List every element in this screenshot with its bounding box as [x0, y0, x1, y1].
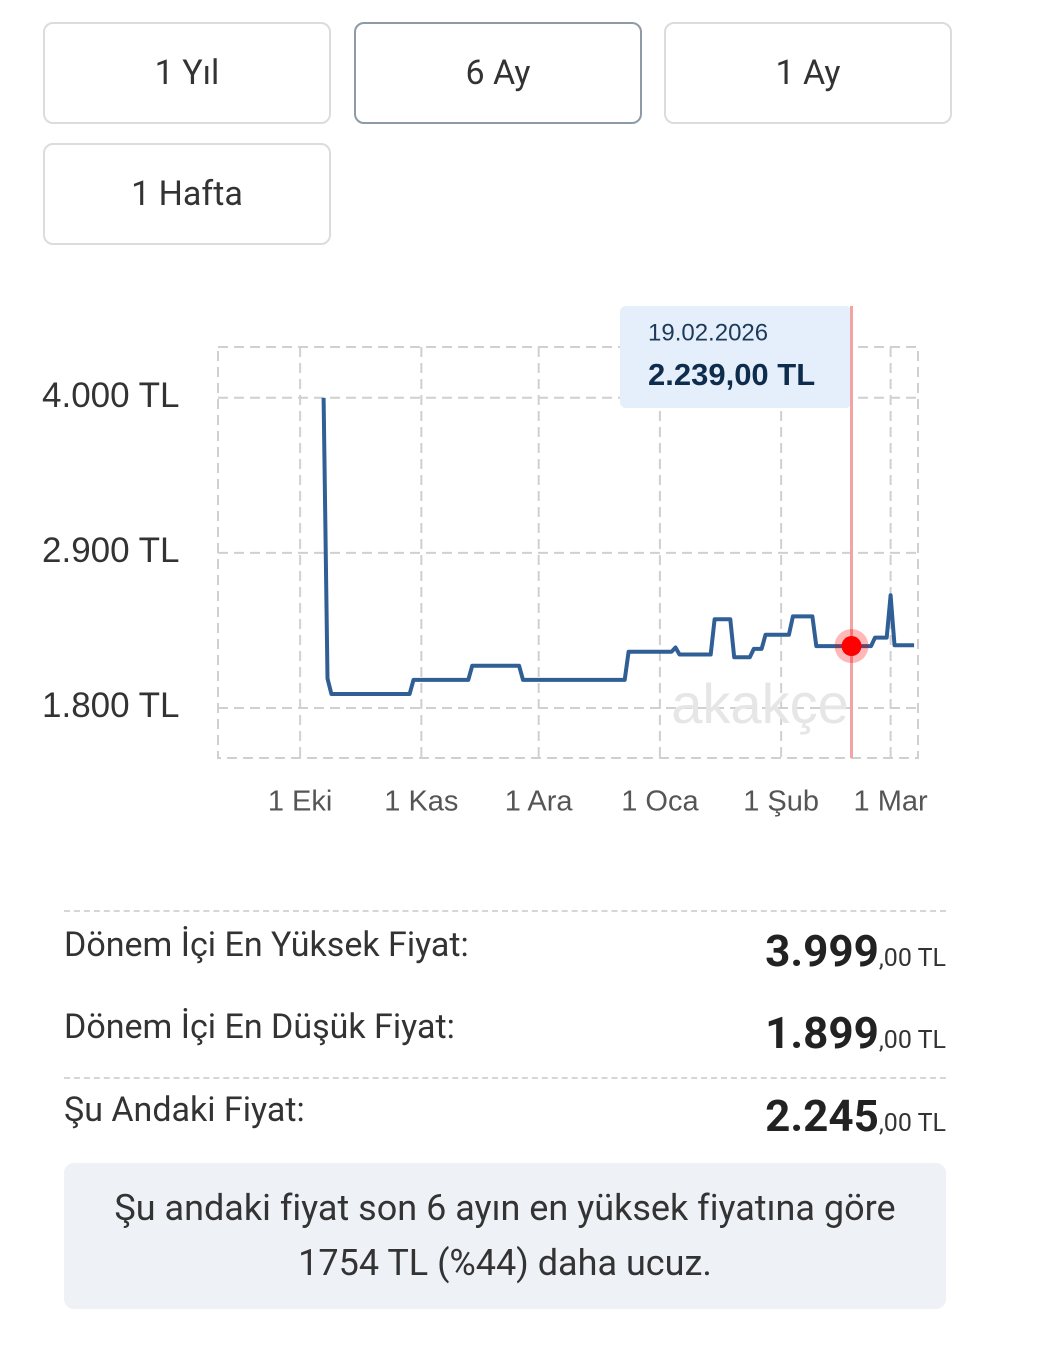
x-tick-label: 1 Eki — [268, 786, 332, 818]
stat-row: Şu Andaki Fiyat: 2.245,00 TL — [64, 1090, 946, 1150]
y-tick-label: 2.900 TL — [42, 531, 180, 570]
stat-label: Şu Andaki Fiyat: — [64, 1090, 305, 1130]
separator — [64, 1077, 946, 1079]
period-button[interactable]: 1 Hafta — [43, 143, 331, 245]
tooltip-date: 19.02.2026 — [648, 319, 768, 346]
stat-label: Dönem İçi En Yüksek Fiyat: — [64, 925, 469, 965]
y-tick-label: 4.000 TL — [42, 376, 180, 415]
x-tick-label: 1 Ara — [505, 786, 574, 818]
stat-row: Dönem İçi En Yüksek Fiyat: 3.999,00 TL — [64, 925, 946, 985]
price-fraction: ,00 TL — [878, 1026, 946, 1055]
tooltip-box — [620, 306, 852, 408]
x-tick-label: 1 Şub — [743, 786, 819, 818]
price-integer: 3.999 — [765, 925, 879, 977]
price-note: Şu andaki fiyat son 6 ayın en yüksek fiy… — [64, 1163, 946, 1309]
watermark: akakçe — [671, 672, 848, 735]
stat-value: 1.899,00 TL — [765, 1007, 946, 1059]
x-tick-label: 1 Kas — [384, 786, 458, 818]
stat-label: Dönem İçi En Düşük Fiyat: — [64, 1007, 455, 1047]
separator — [64, 910, 946, 912]
x-tick-label: 1 Mar — [854, 786, 928, 818]
stat-row: Dönem İçi En Düşük Fiyat: 1.899,00 TL — [64, 1007, 946, 1067]
price-fraction: ,00 TL — [878, 944, 946, 973]
period-button[interactable]: 6 Ay — [354, 22, 642, 124]
price-integer: 1.899 — [765, 1007, 879, 1059]
stat-value: 2.245,00 TL — [765, 1090, 946, 1142]
y-tick-label: 1.800 TL — [42, 686, 180, 725]
price-fraction: ,00 TL — [878, 1109, 946, 1138]
period-button[interactable]: 1 Yıl — [43, 22, 331, 124]
period-button[interactable]: 1 Ay — [664, 22, 952, 124]
tooltip-value: 2.239,00 TL — [648, 357, 815, 392]
stat-value: 3.999,00 TL — [765, 925, 946, 977]
x-tick-label: 1 Oca — [621, 786, 699, 818]
price-line — [321, 397, 915, 696]
price-chart: 1.800 TL 2.900 TL 4.000 TL 1 Eki 1 Kas 1 Ara 1… — [42, 306, 928, 818]
price-integer: 2.245 — [765, 1090, 879, 1142]
highlight-dot — [841, 636, 862, 657]
